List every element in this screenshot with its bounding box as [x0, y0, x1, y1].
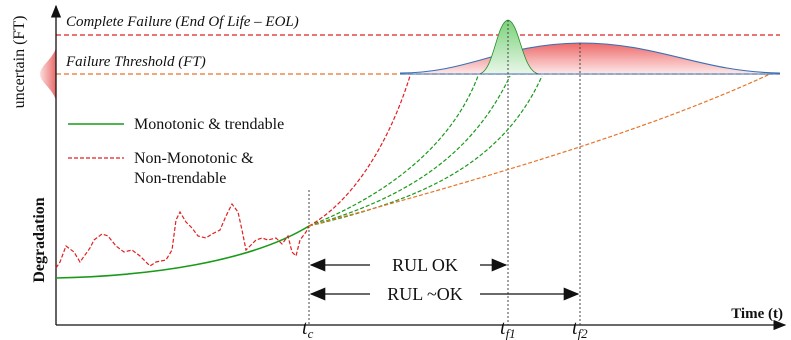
legend-nonmono-label-1: Non-Monotonic & — [134, 150, 254, 167]
tf2-distribution — [400, 43, 780, 73]
degradation-label: Degradation — [31, 197, 48, 282]
ft-uncertainty-distribution — [40, 48, 56, 100]
time-axis-label: Time (t) — [731, 306, 783, 322]
uncertain-ft-label: uncertain (FT) — [11, 16, 28, 109]
rul-ok-label: RUL OK — [392, 255, 458, 275]
non-monotonic-curve — [55, 202, 310, 269]
tick-tf2: tf2 — [572, 317, 588, 340]
projection-green-1 — [308, 75, 479, 227]
legend-mono-label: Monotonic & trendable — [134, 116, 284, 133]
tick-tf1: tf1 — [500, 317, 516, 340]
projection-green-3 — [308, 75, 543, 227]
eol-label: Complete Failure (End Of Life – EOL) — [66, 14, 299, 30]
legend-nonmono-label-2: Non-trendable — [134, 170, 226, 187]
projection-orange — [308, 73, 771, 227]
tick-tc: tc — [302, 317, 314, 340]
projection-green-2 — [308, 75, 511, 227]
ft-label: Failure Threshold (FT) — [65, 54, 206, 70]
rul-approx-label: RUL ~OK — [387, 284, 463, 304]
projection-steep-red — [308, 75, 411, 227]
monotonic-curve — [55, 225, 310, 279]
